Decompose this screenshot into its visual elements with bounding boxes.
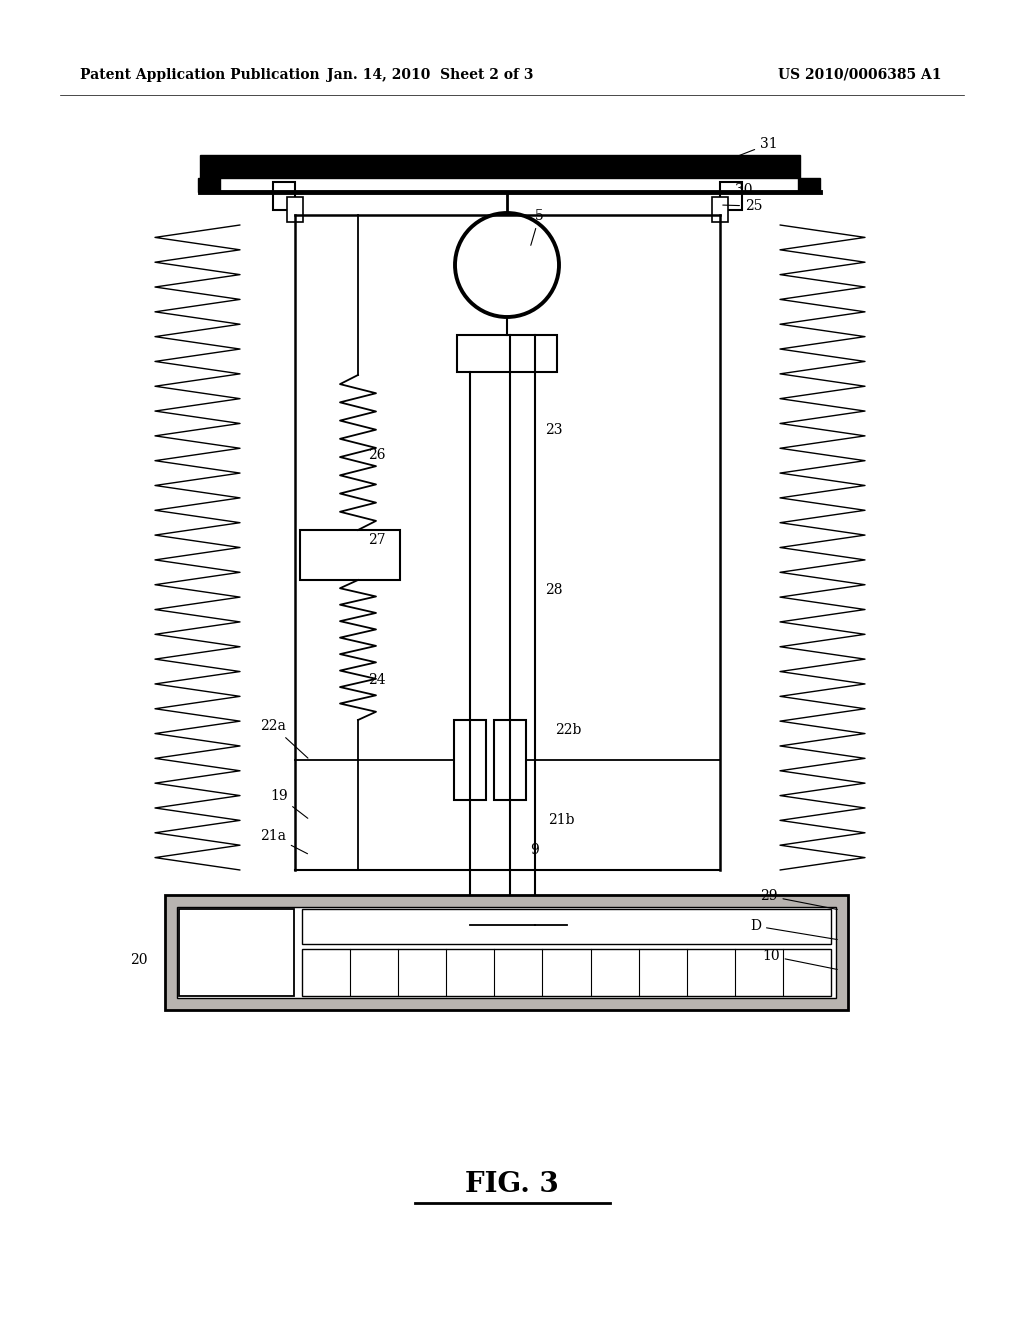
Text: 22a: 22a	[260, 719, 308, 758]
Text: Patent Application Publication: Patent Application Publication	[80, 69, 319, 82]
Text: 9: 9	[530, 843, 539, 857]
Text: 28: 28	[545, 583, 562, 597]
Text: 23: 23	[545, 422, 562, 437]
Text: 26: 26	[368, 447, 385, 462]
Bar	[454, 719, 486, 800]
Text: 21a: 21a	[260, 829, 307, 854]
Bar	[198, 178, 220, 191]
Bar	[179, 909, 294, 997]
Text: 10: 10	[762, 949, 838, 969]
Bar	[273, 182, 295, 210]
Text: 20: 20	[130, 953, 147, 968]
Bar	[200, 154, 800, 178]
Text: 24: 24	[368, 673, 386, 686]
Bar	[177, 907, 836, 998]
Text: 30: 30	[735, 183, 753, 197]
Text: 21b: 21b	[548, 813, 574, 828]
Text: US 2010/0006385 A1: US 2010/0006385 A1	[778, 69, 942, 82]
Text: 25: 25	[723, 199, 763, 213]
Bar	[720, 182, 742, 210]
Bar	[165, 895, 848, 1010]
Text: D: D	[750, 919, 838, 940]
Bar	[712, 197, 728, 222]
Text: 22b: 22b	[555, 723, 582, 737]
Text: 31: 31	[723, 137, 777, 162]
Bar	[457, 335, 557, 372]
Text: 29: 29	[760, 888, 838, 909]
Bar	[798, 178, 820, 191]
Text: 27: 27	[368, 533, 386, 546]
Bar	[300, 531, 400, 579]
Bar	[302, 909, 831, 944]
Text: FIG. 3: FIG. 3	[465, 1172, 559, 1199]
Bar	[494, 719, 526, 800]
Bar	[287, 197, 303, 222]
Text: 5: 5	[530, 209, 544, 246]
Text: Jan. 14, 2010  Sheet 2 of 3: Jan. 14, 2010 Sheet 2 of 3	[327, 69, 534, 82]
Bar	[302, 949, 831, 997]
Text: 19: 19	[270, 789, 308, 818]
